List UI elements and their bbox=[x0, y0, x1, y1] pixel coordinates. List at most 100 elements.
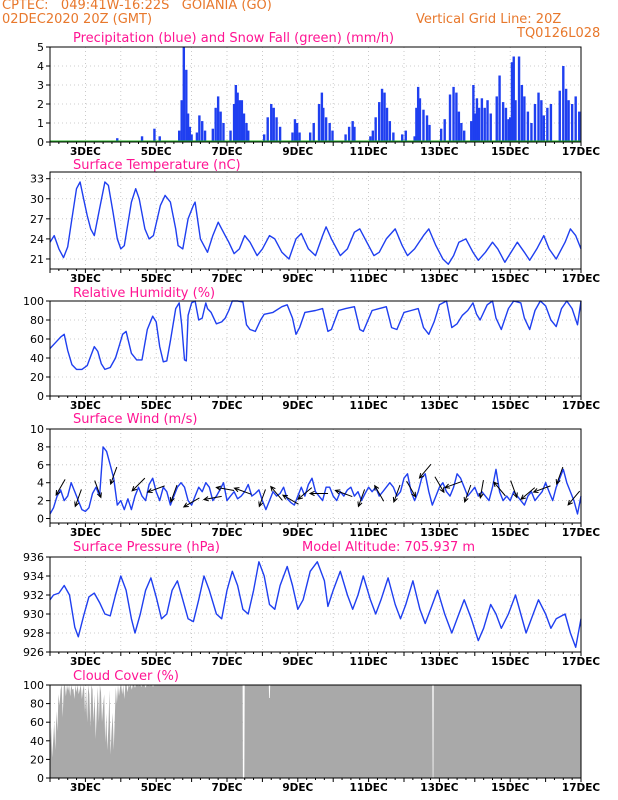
precip-bar bbox=[380, 88, 384, 142]
precip-bar bbox=[320, 92, 324, 142]
precip-bar bbox=[353, 126, 356, 142]
precip-ytick-label: 0 bbox=[37, 136, 44, 149]
temp-ytick-label: 24 bbox=[30, 233, 44, 246]
precip-bar bbox=[473, 113, 476, 142]
wind-arrow bbox=[297, 487, 313, 500]
precip-bar bbox=[457, 111, 461, 142]
pressure-xtick-label: 3DEC bbox=[70, 656, 101, 668]
precip-ytick-label: 3 bbox=[37, 79, 44, 92]
precip-ytick-label: 4 bbox=[37, 60, 44, 73]
rh-ytick-label: 80 bbox=[30, 314, 44, 327]
wind-xtick-label: 3DEC bbox=[70, 527, 101, 539]
wind-arrow bbox=[567, 490, 581, 506]
wind-arrow bbox=[308, 490, 329, 497]
rh-series-line bbox=[49, 300, 582, 371]
precip-bar bbox=[483, 107, 486, 142]
precip-bar bbox=[460, 123, 463, 142]
precip-bar bbox=[570, 104, 574, 142]
cloud-xtick-label: 9DEC bbox=[282, 782, 313, 794]
precip-bar bbox=[480, 98, 484, 142]
precip-bar bbox=[425, 115, 429, 142]
precip-bar bbox=[526, 111, 530, 142]
precip-bar bbox=[489, 113, 492, 142]
precip-xtick-label: 17DEC bbox=[562, 146, 601, 158]
wind-arrow bbox=[202, 495, 222, 502]
precip-bar bbox=[486, 100, 489, 142]
precip-bar bbox=[546, 107, 549, 142]
precip-bar bbox=[331, 130, 334, 142]
wind-panel: 0 2 4 6 8 10 3DEC 5DEC 7DEC 9DEC 11DEC 13DEC 15DEC 17… bbox=[30, 412, 600, 539]
wind-arrow bbox=[493, 481, 506, 497]
wind-arrow bbox=[334, 489, 353, 498]
precip-xtick-label: 15DEC bbox=[491, 146, 530, 158]
cloud-frame bbox=[49, 684, 582, 779]
precip-bar bbox=[278, 126, 282, 142]
wind-ytick-label: 8 bbox=[37, 441, 44, 454]
temp-xtick-label: 15DEC bbox=[491, 273, 530, 285]
precip-bar bbox=[509, 117, 512, 142]
wind-xtick-label: 7DEC bbox=[212, 527, 243, 539]
precip-bar bbox=[116, 138, 119, 142]
precip-bar bbox=[567, 100, 570, 142]
precip-bar bbox=[270, 104, 273, 142]
precip-bar bbox=[558, 90, 561, 142]
wind-ytick-label: 4 bbox=[37, 477, 44, 490]
wind-frame bbox=[49, 428, 582, 524]
precip-bar bbox=[564, 88, 568, 142]
pressure-xtick-label: 15DEC bbox=[491, 656, 530, 668]
precip-bar bbox=[443, 119, 446, 142]
header: CPTEC: 049:41W-16:22S GOIANIA (GO) 02DEC… bbox=[0, 0, 618, 48]
wind-arrow bbox=[463, 484, 472, 503]
cloud-panel: 0 20 40 60 80 100 3DEC 5DEC 7DEC 9DEC 11DEC 13DEC 15… bbox=[23, 669, 600, 794]
temp-ytick-label: 33 bbox=[30, 173, 44, 186]
precip-bar bbox=[293, 119, 297, 142]
precip-bar bbox=[578, 111, 581, 142]
rh-frame bbox=[49, 300, 582, 397]
pressure-series-line bbox=[49, 561, 582, 648]
pressure-xtick-label: 11DEC bbox=[349, 656, 388, 668]
precip-bar bbox=[222, 123, 225, 142]
cloud-xtick-label: 7DEC bbox=[212, 782, 243, 794]
precip-bar bbox=[232, 104, 236, 142]
rh-xtick-label: 7DEC bbox=[212, 400, 243, 412]
temp-ytick-label: 27 bbox=[30, 213, 44, 226]
precip-bar bbox=[517, 56, 521, 142]
wind-ytick-label: 6 bbox=[37, 459, 44, 472]
wind-series-line bbox=[49, 446, 582, 515]
pressure-title: Surface Pressure (hPa) bbox=[73, 540, 220, 555]
rh-xtick-label: 9DEC bbox=[282, 400, 313, 412]
rh-panel: 0 20 40 60 80 100 3DEC 5DEC 7DEC 9DEC 11DEC 13DEC 15… bbox=[23, 286, 600, 412]
precip-bar bbox=[312, 123, 315, 142]
precip-bar bbox=[439, 128, 443, 142]
wind-title: Surface Wind (m/s) bbox=[73, 412, 197, 427]
wind-arrow bbox=[270, 485, 283, 501]
precip-bar bbox=[542, 115, 546, 142]
wind-arrow bbox=[510, 480, 518, 499]
precip-bar bbox=[211, 128, 215, 142]
pressure-ytick-label: 926 bbox=[23, 646, 44, 659]
precip-bar bbox=[428, 124, 431, 142]
precip-bar bbox=[495, 96, 498, 142]
pressure-ytick-label: 934 bbox=[23, 570, 44, 583]
wind-arrow bbox=[74, 489, 82, 508]
precip-bar bbox=[185, 69, 188, 142]
pressure-xtick-label: 5DEC bbox=[141, 656, 172, 668]
precip-bar bbox=[201, 121, 204, 142]
precip-frame bbox=[49, 46, 582, 143]
wind-arrow bbox=[357, 489, 366, 508]
precip-bar bbox=[455, 92, 458, 142]
precip-bar bbox=[180, 100, 183, 142]
wind-xtick-label: 15DEC bbox=[491, 527, 530, 539]
precip-bar bbox=[245, 123, 248, 142]
precip-bar bbox=[520, 85, 524, 142]
precip-bar bbox=[416, 86, 420, 142]
wind-plot-area bbox=[50, 429, 581, 523]
temp-series-line bbox=[49, 181, 582, 265]
precip-bar bbox=[472, 85, 475, 142]
precip-bar bbox=[291, 132, 294, 142]
cloud-ytick-label: 60 bbox=[30, 716, 44, 729]
pressure-ytick-label: 932 bbox=[23, 589, 44, 602]
wind-arrow bbox=[406, 480, 417, 498]
precip-bar bbox=[236, 92, 239, 142]
